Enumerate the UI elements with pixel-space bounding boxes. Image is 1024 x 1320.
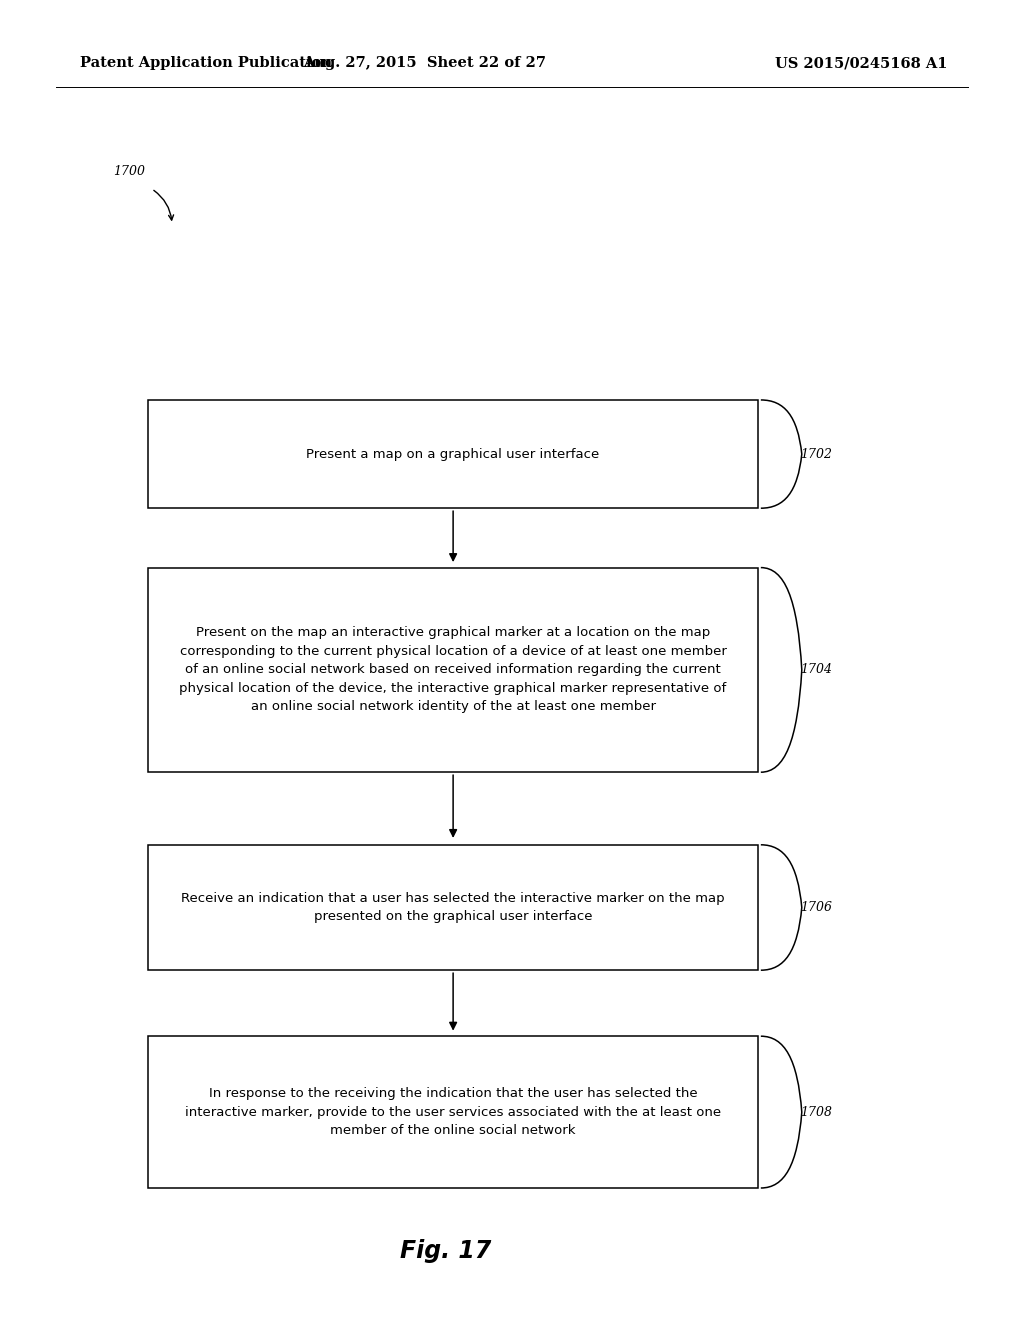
Text: 1704: 1704: [800, 664, 831, 676]
Text: Patent Application Publication: Patent Application Publication: [80, 57, 332, 70]
Text: Present a map on a graphical user interface: Present a map on a graphical user interf…: [306, 447, 600, 461]
Text: 1706: 1706: [800, 902, 831, 913]
Text: Receive an indication that a user has selected the interactive marker on the map: Receive an indication that a user has se…: [181, 892, 725, 923]
Text: Present on the map an interactive graphical marker at a location on the map
corr: Present on the map an interactive graphi…: [179, 627, 727, 713]
Text: Fig. 17: Fig. 17: [399, 1239, 492, 1263]
Bar: [148, 568, 758, 772]
Text: US 2015/0245168 A1: US 2015/0245168 A1: [775, 57, 947, 70]
Text: 1702: 1702: [800, 447, 831, 461]
Bar: [148, 845, 758, 970]
Text: 1708: 1708: [800, 1106, 831, 1118]
Bar: [148, 1036, 758, 1188]
Text: 1700: 1700: [113, 165, 144, 178]
Text: In response to the receiving the indication that the user has selected the
inter: In response to the receiving the indicat…: [185, 1088, 721, 1137]
Bar: [148, 400, 758, 508]
Text: Aug. 27, 2015  Sheet 22 of 27: Aug. 27, 2015 Sheet 22 of 27: [303, 57, 547, 70]
FancyArrowPatch shape: [154, 190, 174, 220]
